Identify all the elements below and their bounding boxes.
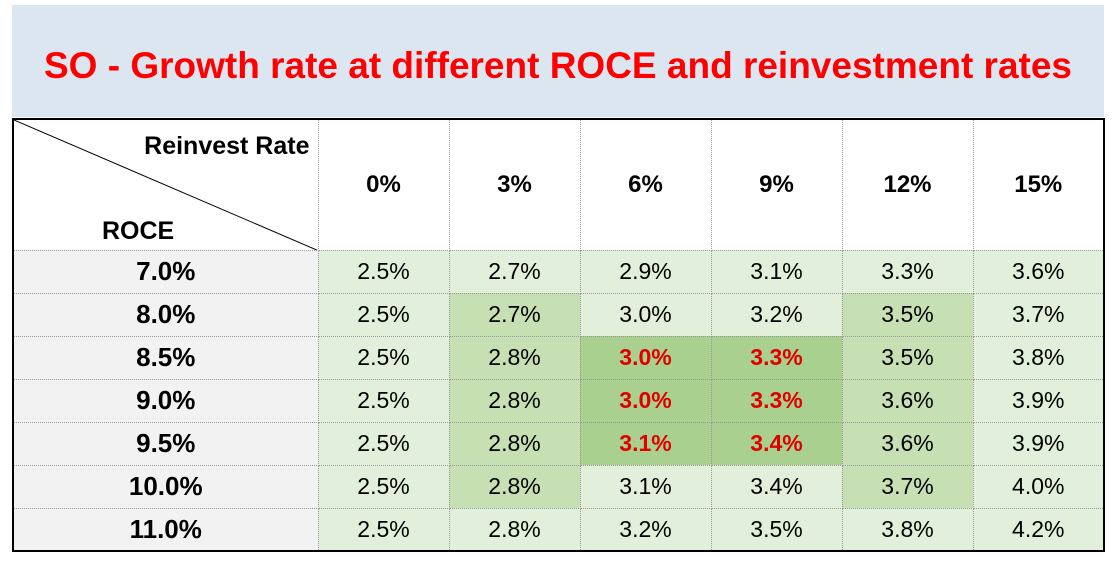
column-axis-label: Reinvest Rate	[144, 132, 310, 160]
column-header: 0%	[318, 119, 450, 251]
table-cell: 3.7%	[842, 465, 974, 509]
table-cell: 3.1%	[711, 250, 843, 294]
table-cell: 2.8%	[449, 336, 581, 380]
column-header: 3%	[449, 119, 581, 251]
table-cell: 3.4%	[711, 465, 843, 509]
table-cell: 3.9%	[973, 379, 1105, 423]
table-cell: 3.5%	[711, 508, 843, 552]
table-cell: 3.0%	[580, 379, 712, 423]
table-cell: 3.2%	[711, 293, 843, 337]
table-cell: 3.7%	[973, 293, 1105, 337]
table-cell: 2.5%	[318, 422, 450, 466]
table-cell: 3.6%	[842, 379, 974, 423]
row-header: 7.0%	[13, 250, 319, 294]
table-cell: 2.8%	[449, 508, 581, 552]
column-header: 15%	[973, 119, 1105, 251]
table-cell: 2.5%	[318, 508, 450, 552]
table-cell: 2.5%	[318, 379, 450, 423]
row-header: 8.0%	[13, 293, 319, 337]
row-header: 8.5%	[13, 336, 319, 380]
table-cell: 3.3%	[842, 250, 974, 294]
row-axis-label: ROCE	[102, 216, 175, 245]
title-banner: SO - Growth rate at different ROCE and r…	[12, 5, 1104, 117]
table-body: 7.0% 2.5% 2.7% 2.9% 3.1% 3.3% 3.6% 8.0% 2.5% 2.7%…	[13, 250, 1105, 552]
table-row: 9.5% 2.5% 2.8% 3.1% 3.4% 3.6% 3.9%	[13, 422, 1105, 466]
table-cell: 3.1%	[580, 465, 712, 509]
table-cell: 3.3%	[711, 336, 843, 380]
growth-rate-table: Reinvest Rate ROCE 0% 3% 6% 9% 12% 15% 7…	[12, 118, 1105, 552]
table-cell: 2.7%	[449, 250, 581, 294]
header-row: Reinvest Rate ROCE 0% 3% 6% 9% 12% 15%	[13, 119, 1105, 251]
table-cell: 2.8%	[449, 422, 581, 466]
column-header: 12%	[842, 119, 974, 251]
column-header: 9%	[711, 119, 843, 251]
table-cell: 2.5%	[318, 336, 450, 380]
table-row: 8.0% 2.5% 2.7% 3.0% 3.2% 3.5% 3.7%	[13, 293, 1105, 337]
row-header: 10.0%	[13, 465, 319, 509]
table-cell: 2.5%	[318, 250, 450, 294]
table-cell: 3.8%	[842, 508, 974, 552]
table-row: 11.0% 2.5% 2.8% 3.2% 3.5% 3.8% 4.2%	[13, 508, 1105, 552]
table-cell: 3.1%	[580, 422, 712, 466]
table-cell: 2.5%	[318, 465, 450, 509]
table-cell: 2.5%	[318, 293, 450, 337]
table-cell: 3.4%	[711, 422, 843, 466]
column-header: 6%	[580, 119, 712, 251]
table-cell: 3.5%	[842, 336, 974, 380]
table-row: 8.5% 2.5% 2.8% 3.0% 3.3% 3.5% 3.8%	[13, 336, 1105, 380]
table-row: 10.0% 2.5% 2.8% 3.1% 3.4% 3.7% 4.0%	[13, 465, 1105, 509]
table-cell: 3.6%	[842, 422, 974, 466]
row-header: 11.0%	[13, 508, 319, 552]
table-cell: 3.2%	[580, 508, 712, 552]
table-cell: 3.9%	[973, 422, 1105, 466]
table-cell: 3.5%	[842, 293, 974, 337]
chart-title: SO - Growth rate at different ROCE and r…	[44, 45, 1072, 86]
row-header: 9.0%	[13, 379, 319, 423]
table-row: 9.0% 2.5% 2.8% 3.0% 3.3% 3.6% 3.9%	[13, 379, 1105, 423]
table-cell: 4.2%	[973, 508, 1105, 552]
table-cell: 2.9%	[580, 250, 712, 294]
table-cell: 2.7%	[449, 293, 581, 337]
table-row: 7.0% 2.5% 2.7% 2.9% 3.1% 3.3% 3.6%	[13, 250, 1105, 294]
corner-diagonal-line	[14, 120, 316, 249]
corner-header-cell: Reinvest Rate ROCE	[13, 119, 319, 251]
table-cell: 3.0%	[580, 336, 712, 380]
table-cell: 2.8%	[449, 465, 581, 509]
table-cell: 3.0%	[580, 293, 712, 337]
table-cell: 2.8%	[449, 379, 581, 423]
table-cell: 4.0%	[973, 465, 1105, 509]
table-cell: 3.8%	[973, 336, 1105, 380]
row-header: 9.5%	[13, 422, 319, 466]
table-cell: 3.6%	[973, 250, 1105, 294]
table-cell: 3.3%	[711, 379, 843, 423]
